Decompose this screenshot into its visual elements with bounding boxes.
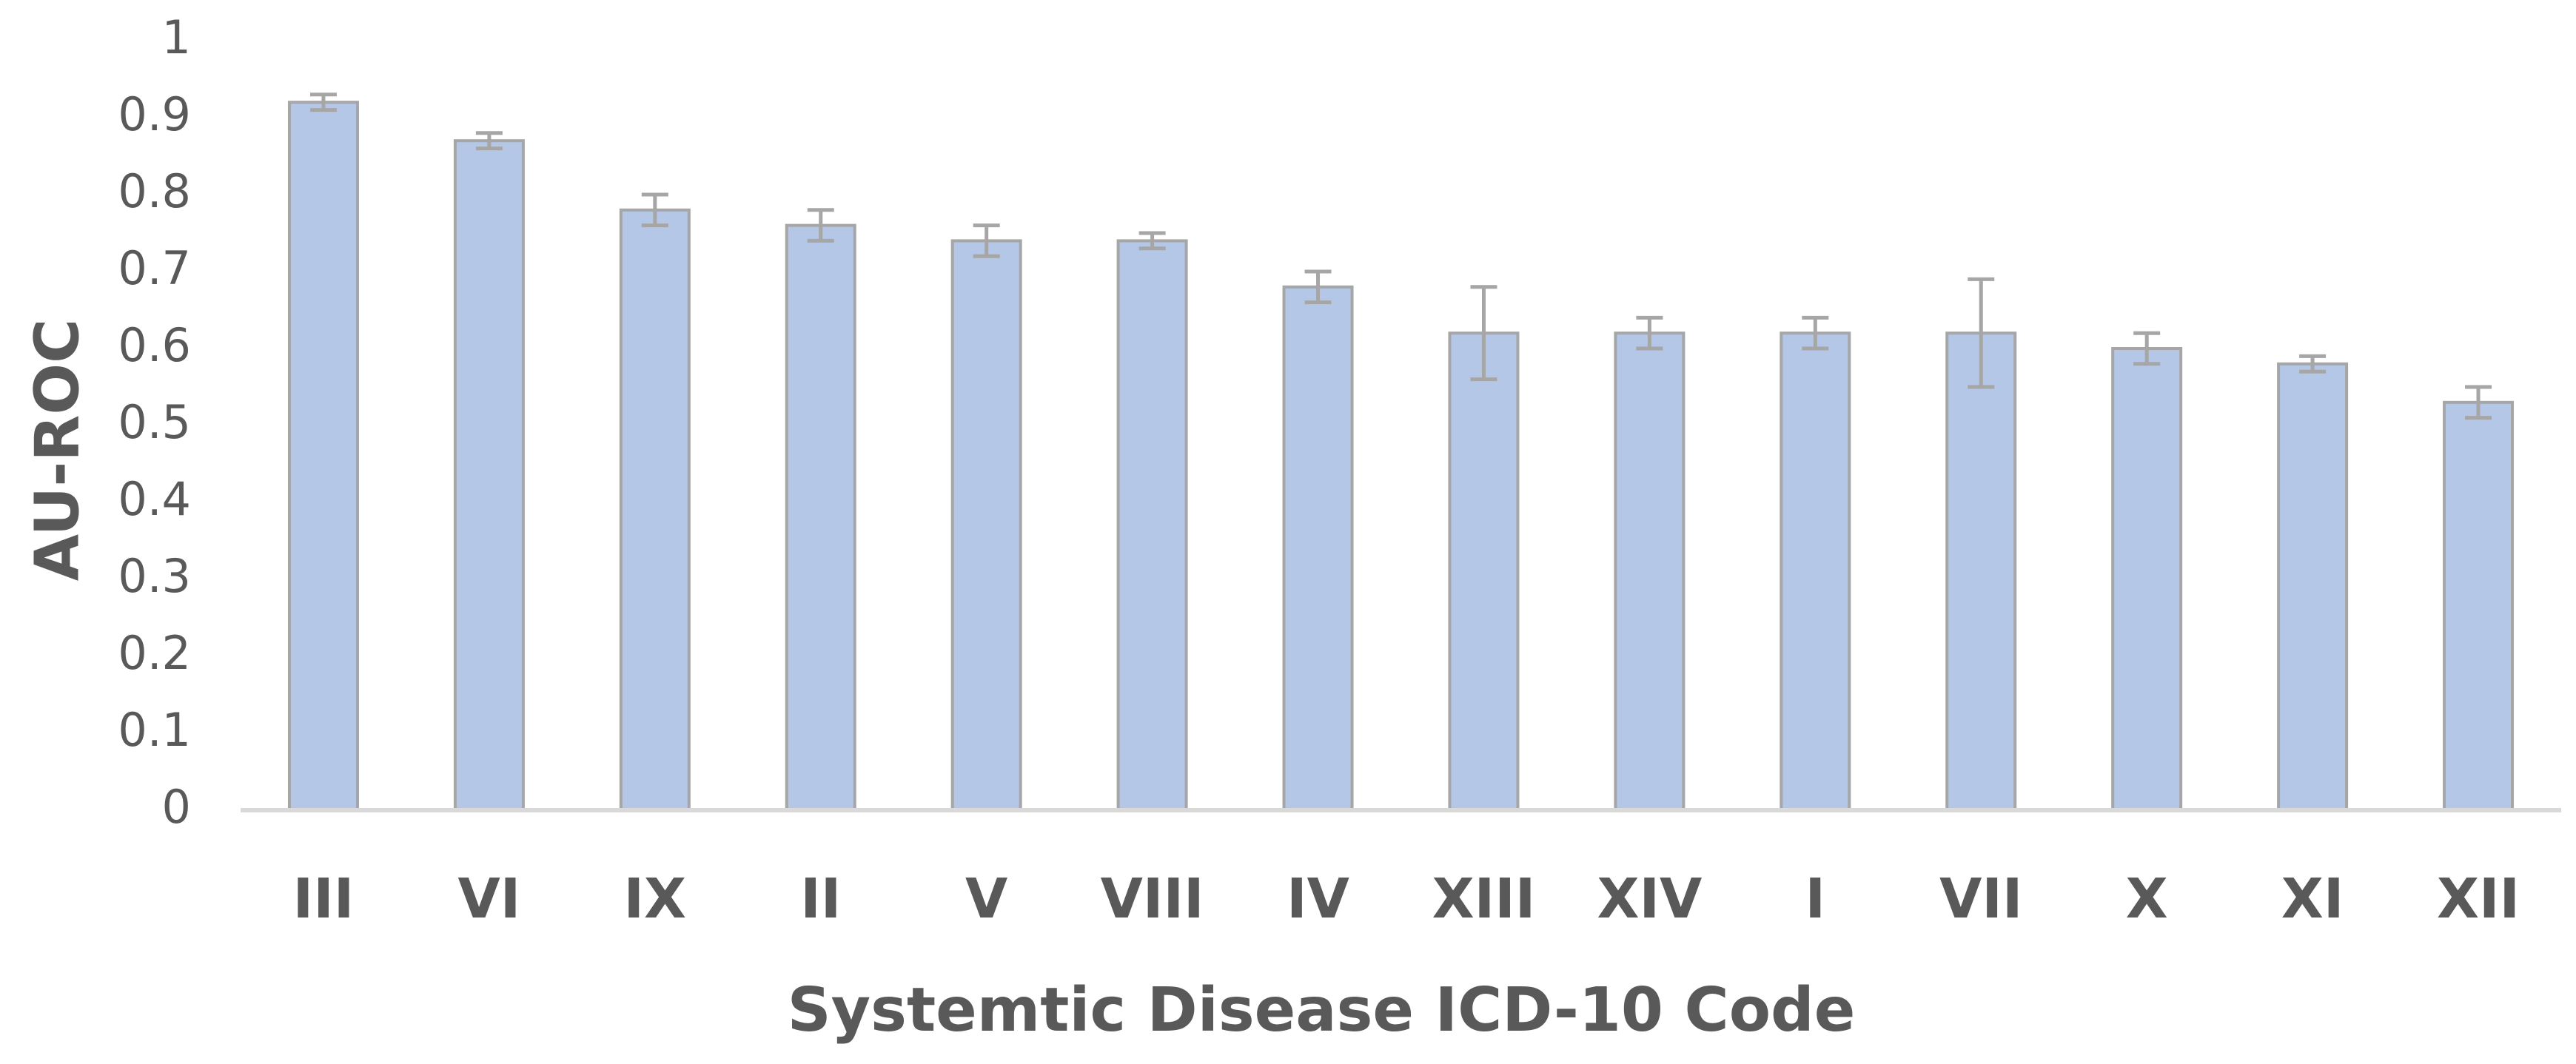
- bar-XII: [2443, 400, 2515, 812]
- bar-XIV: [1614, 331, 1686, 812]
- x-tick-label-VII: VII: [1939, 867, 2022, 931]
- x-axis-title: Systemtic Disease ICD-10 Code: [788, 975, 1856, 1046]
- x-tick-label-VI: VI: [457, 867, 520, 931]
- y-tick-label: 1: [162, 10, 191, 64]
- bar-VIII: [1116, 239, 1188, 812]
- x-tick-label-V: V: [965, 867, 1007, 931]
- x-tick-label-III: III: [293, 867, 355, 931]
- bar-IV: [1282, 285, 1354, 812]
- x-tick-label-IV: IV: [1287, 867, 1349, 931]
- x-tick-label-I: I: [1805, 867, 1826, 931]
- x-tick-label-XII: XII: [2437, 867, 2520, 931]
- y-tick-label: 0.1: [118, 703, 191, 757]
- x-tick-label-VIII: VIII: [1101, 867, 1204, 931]
- y-axis-ticks: 0 0.1 0.2 0.3 0.4 0.5 0.6 0.7 0.8 0.9 1: [118, 10, 191, 834]
- y-tick-label: 0.7: [118, 241, 191, 295]
- bar-XIII: [1448, 331, 1520, 812]
- bar-II: [785, 223, 856, 812]
- y-tick-label: 0.5: [118, 395, 191, 449]
- bar-III: [287, 101, 359, 812]
- bar-X: [2111, 347, 2183, 812]
- y-axis-title: AU-ROC: [22, 319, 93, 582]
- y-tick-label: 0.9: [118, 87, 191, 141]
- y-tick-label: 0.8: [118, 164, 191, 218]
- x-tick-label-XIII: XIII: [1432, 867, 1536, 931]
- bar-VI: [453, 139, 525, 812]
- y-tick-label: 0.3: [118, 549, 191, 603]
- bar-VII: [1945, 331, 2017, 812]
- bar-I: [1780, 331, 1851, 812]
- y-tick-label: 0.4: [118, 472, 191, 526]
- error-bars-group: [309, 92, 2492, 420]
- x-tick-label-XI: XI: [2281, 867, 2344, 931]
- bar-V: [950, 239, 1022, 812]
- bar-IX: [619, 208, 691, 812]
- x-tick-label-II: II: [800, 867, 841, 931]
- x-tick-label-IX: IX: [624, 867, 687, 931]
- bar-XI: [2277, 362, 2349, 812]
- x-axis-ticks: III VI IX II V VIII IV XIII XIV I VII X XI XII: [293, 867, 2520, 931]
- y-tick-label: 0.2: [118, 626, 191, 680]
- x-tick-label-XIV: XIV: [1597, 867, 1702, 931]
- bars-group: [287, 101, 2515, 812]
- x-tick-label-X: X: [2126, 867, 2168, 931]
- y-tick-label: 0.6: [118, 318, 191, 372]
- y-tick-label: 0: [162, 780, 191, 834]
